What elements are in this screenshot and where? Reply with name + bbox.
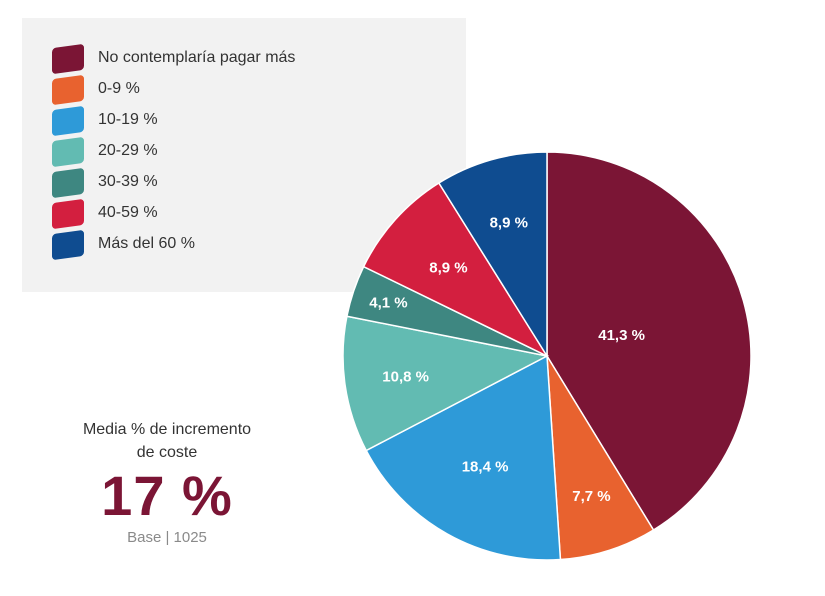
summary-block: Media % de incremento de coste 17 % Base… (52, 418, 282, 548)
legend-label: No contemplaría pagar más (98, 49, 296, 66)
slice-label-40-59: 8,9 % (429, 259, 467, 276)
legend-label: 40-59 % (98, 204, 158, 221)
legend-label: Más del 60 % (98, 235, 195, 252)
slice-label-no-pagar-mas: 41,3 % (598, 327, 645, 344)
slice-label-20-29: 10,8 % (382, 368, 429, 385)
slice-label-mas-60: 8,9 % (490, 215, 528, 232)
legend-label: 0-9 % (98, 80, 140, 97)
slice-label-10-19: 18,4 % (462, 458, 509, 475)
summary-base: Base | 1025 (127, 529, 207, 546)
legend-label: 20-29 % (98, 142, 158, 159)
pie-slice-10-19 (365, 354, 562, 561)
pie-slice-0-9 (546, 355, 655, 561)
slice-label-30-39: 4,1 % (369, 295, 407, 312)
summary-caption-line1: Media % de incremento (82, 421, 252, 438)
legend-label: 30-39 % (98, 173, 158, 190)
summary-value: 17 % (101, 464, 233, 527)
slice-label-0-9: 7,7 % (572, 488, 610, 505)
pie-slice-40-59 (362, 181, 550, 358)
pie-slice-mas-60 (437, 151, 548, 359)
legend-label: 10-19 % (98, 111, 158, 128)
legend: No contemplaría pagar más 0-9 % 10-19 % 20-… (22, 18, 466, 292)
summary-caption-line2: de coste (136, 444, 198, 461)
pie-slice-no-pagar-mas (546, 151, 752, 532)
pie-slice-20-29 (342, 315, 550, 452)
